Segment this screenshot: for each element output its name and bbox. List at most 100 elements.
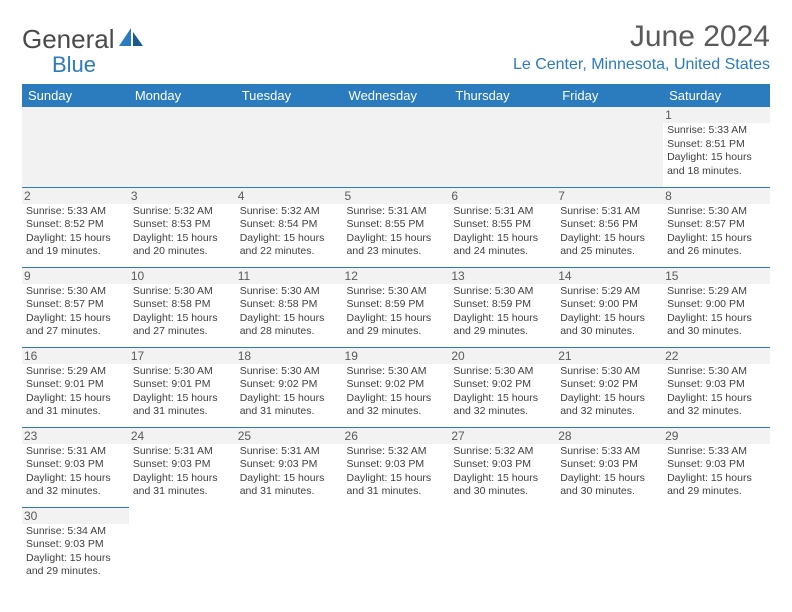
calendar-cell xyxy=(343,507,450,587)
calendar-cell: 8Sunrise: 5:30 AMSunset: 8:57 PMDaylight… xyxy=(663,187,770,267)
day-header: Wednesday xyxy=(343,84,450,107)
day-number: 20 xyxy=(449,348,556,364)
calendar-cell: 15Sunrise: 5:29 AMSunset: 9:00 PMDayligh… xyxy=(663,267,770,347)
day-number: 13 xyxy=(449,268,556,284)
calendar-row: 9Sunrise: 5:30 AMSunset: 8:57 PMDaylight… xyxy=(22,267,770,347)
day-header: Sunday xyxy=(22,84,129,107)
calendar-cell xyxy=(236,107,343,187)
calendar-cell xyxy=(343,107,450,187)
day-details: Sunrise: 5:31 AMSunset: 9:03 PMDaylight:… xyxy=(133,445,232,500)
day-number: 10 xyxy=(129,268,236,284)
month-title: June 2024 xyxy=(513,20,770,54)
day-header-row: Sunday Monday Tuesday Wednesday Thursday… xyxy=(22,84,770,107)
calendar-cell xyxy=(449,107,556,187)
calendar-cell: 26Sunrise: 5:32 AMSunset: 9:03 PMDayligh… xyxy=(343,427,450,507)
day-number: 27 xyxy=(449,428,556,444)
calendar-cell: 10Sunrise: 5:30 AMSunset: 8:58 PMDayligh… xyxy=(129,267,236,347)
day-details: Sunrise: 5:31 AMSunset: 9:03 PMDaylight:… xyxy=(240,445,339,500)
day-details: Sunrise: 5:33 AMSunset: 8:52 PMDaylight:… xyxy=(26,205,125,260)
day-number: 28 xyxy=(556,428,663,444)
day-details: Sunrise: 5:29 AMSunset: 9:00 PMDaylight:… xyxy=(667,285,766,340)
calendar-cell: 29Sunrise: 5:33 AMSunset: 9:03 PMDayligh… xyxy=(663,427,770,507)
calendar-cell: 20Sunrise: 5:30 AMSunset: 9:02 PMDayligh… xyxy=(449,347,556,427)
day-details: Sunrise: 5:33 AMSunset: 9:03 PMDaylight:… xyxy=(667,445,766,500)
calendar-row: 30Sunrise: 5:34 AMSunset: 9:03 PMDayligh… xyxy=(22,507,770,587)
calendar-cell: 12Sunrise: 5:30 AMSunset: 8:59 PMDayligh… xyxy=(343,267,450,347)
calendar-cell xyxy=(129,507,236,587)
day-details: Sunrise: 5:33 AMSunset: 9:03 PMDaylight:… xyxy=(560,445,659,500)
calendar-cell: 22Sunrise: 5:30 AMSunset: 9:03 PMDayligh… xyxy=(663,347,770,427)
day-details: Sunrise: 5:31 AMSunset: 9:03 PMDaylight:… xyxy=(26,445,125,500)
day-number: 21 xyxy=(556,348,663,364)
day-number: 11 xyxy=(236,268,343,284)
calendar-cell xyxy=(129,107,236,187)
day-header: Tuesday xyxy=(236,84,343,107)
day-number: 18 xyxy=(236,348,343,364)
day-number: 19 xyxy=(343,348,450,364)
day-details: Sunrise: 5:30 AMSunset: 8:57 PMDaylight:… xyxy=(667,205,766,260)
day-details: Sunrise: 5:32 AMSunset: 8:54 PMDaylight:… xyxy=(240,205,339,260)
day-number: 5 xyxy=(343,188,450,204)
calendar-cell: 11Sunrise: 5:30 AMSunset: 8:58 PMDayligh… xyxy=(236,267,343,347)
brand-part2: Blue xyxy=(52,52,96,78)
calendar-cell: 24Sunrise: 5:31 AMSunset: 9:03 PMDayligh… xyxy=(129,427,236,507)
day-details: Sunrise: 5:30 AMSunset: 9:03 PMDaylight:… xyxy=(667,365,766,420)
day-number: 15 xyxy=(663,268,770,284)
day-details: Sunrise: 5:31 AMSunset: 8:55 PMDaylight:… xyxy=(347,205,446,260)
header: General June 2024 Le Center, Minnesota, … xyxy=(22,20,770,80)
sail-icon xyxy=(117,24,145,55)
day-number: 16 xyxy=(22,348,129,364)
day-number: 17 xyxy=(129,348,236,364)
day-details: Sunrise: 5:30 AMSunset: 9:01 PMDaylight:… xyxy=(133,365,232,420)
calendar-cell: 6Sunrise: 5:31 AMSunset: 8:55 PMDaylight… xyxy=(449,187,556,267)
day-details: Sunrise: 5:30 AMSunset: 8:59 PMDaylight:… xyxy=(347,285,446,340)
calendar-cell xyxy=(663,507,770,587)
day-number: 26 xyxy=(343,428,450,444)
day-number: 3 xyxy=(129,188,236,204)
day-details: Sunrise: 5:30 AMSunset: 9:02 PMDaylight:… xyxy=(453,365,552,420)
day-details: Sunrise: 5:34 AMSunset: 9:03 PMDaylight:… xyxy=(26,525,125,580)
calendar-cell: 16Sunrise: 5:29 AMSunset: 9:01 PMDayligh… xyxy=(22,347,129,427)
day-number: 24 xyxy=(129,428,236,444)
day-details: Sunrise: 5:33 AMSunset: 8:51 PMDaylight:… xyxy=(667,124,766,179)
calendar-cell: 17Sunrise: 5:30 AMSunset: 9:01 PMDayligh… xyxy=(129,347,236,427)
calendar-cell: 1Sunrise: 5:33 AMSunset: 8:51 PMDaylight… xyxy=(663,107,770,187)
day-header: Thursday xyxy=(449,84,556,107)
day-details: Sunrise: 5:31 AMSunset: 8:55 PMDaylight:… xyxy=(453,205,552,260)
calendar-table: Sunday Monday Tuesday Wednesday Thursday… xyxy=(22,84,770,587)
calendar-row: 16Sunrise: 5:29 AMSunset: 9:01 PMDayligh… xyxy=(22,347,770,427)
calendar-cell xyxy=(556,507,663,587)
calendar-cell: 13Sunrise: 5:30 AMSunset: 8:59 PMDayligh… xyxy=(449,267,556,347)
calendar-cell xyxy=(449,507,556,587)
brand-logo: General xyxy=(22,24,146,55)
day-details: Sunrise: 5:30 AMSunset: 9:02 PMDaylight:… xyxy=(560,365,659,420)
day-number: 12 xyxy=(343,268,450,284)
calendar-cell: 28Sunrise: 5:33 AMSunset: 9:03 PMDayligh… xyxy=(556,427,663,507)
day-header: Monday xyxy=(129,84,236,107)
day-details: Sunrise: 5:32 AMSunset: 8:53 PMDaylight:… xyxy=(133,205,232,260)
day-number: 29 xyxy=(663,428,770,444)
brand-part1: General xyxy=(22,24,115,55)
day-details: Sunrise: 5:31 AMSunset: 8:56 PMDaylight:… xyxy=(560,205,659,260)
day-number: 14 xyxy=(556,268,663,284)
calendar-cell: 21Sunrise: 5:30 AMSunset: 9:02 PMDayligh… xyxy=(556,347,663,427)
calendar-row: 23Sunrise: 5:31 AMSunset: 9:03 PMDayligh… xyxy=(22,427,770,507)
calendar-cell: 5Sunrise: 5:31 AMSunset: 8:55 PMDaylight… xyxy=(343,187,450,267)
calendar-cell: 9Sunrise: 5:30 AMSunset: 8:57 PMDaylight… xyxy=(22,267,129,347)
day-details: Sunrise: 5:30 AMSunset: 8:59 PMDaylight:… xyxy=(453,285,552,340)
calendar-row: 2Sunrise: 5:33 AMSunset: 8:52 PMDaylight… xyxy=(22,187,770,267)
day-details: Sunrise: 5:30 AMSunset: 8:57 PMDaylight:… xyxy=(26,285,125,340)
calendar-cell: 27Sunrise: 5:32 AMSunset: 9:03 PMDayligh… xyxy=(449,427,556,507)
day-header: Friday xyxy=(556,84,663,107)
day-details: Sunrise: 5:29 AMSunset: 9:01 PMDaylight:… xyxy=(26,365,125,420)
day-details: Sunrise: 5:30 AMSunset: 8:58 PMDaylight:… xyxy=(133,285,232,340)
day-number: 1 xyxy=(663,107,770,123)
calendar-cell xyxy=(556,107,663,187)
day-number: 7 xyxy=(556,188,663,204)
day-number: 22 xyxy=(663,348,770,364)
calendar-cell: 18Sunrise: 5:30 AMSunset: 9:02 PMDayligh… xyxy=(236,347,343,427)
calendar-cell: 3Sunrise: 5:32 AMSunset: 8:53 PMDaylight… xyxy=(129,187,236,267)
calendar-row: 1Sunrise: 5:33 AMSunset: 8:51 PMDaylight… xyxy=(22,107,770,187)
calendar-cell: 2Sunrise: 5:33 AMSunset: 8:52 PMDaylight… xyxy=(22,187,129,267)
calendar-cell: 19Sunrise: 5:30 AMSunset: 9:02 PMDayligh… xyxy=(343,347,450,427)
